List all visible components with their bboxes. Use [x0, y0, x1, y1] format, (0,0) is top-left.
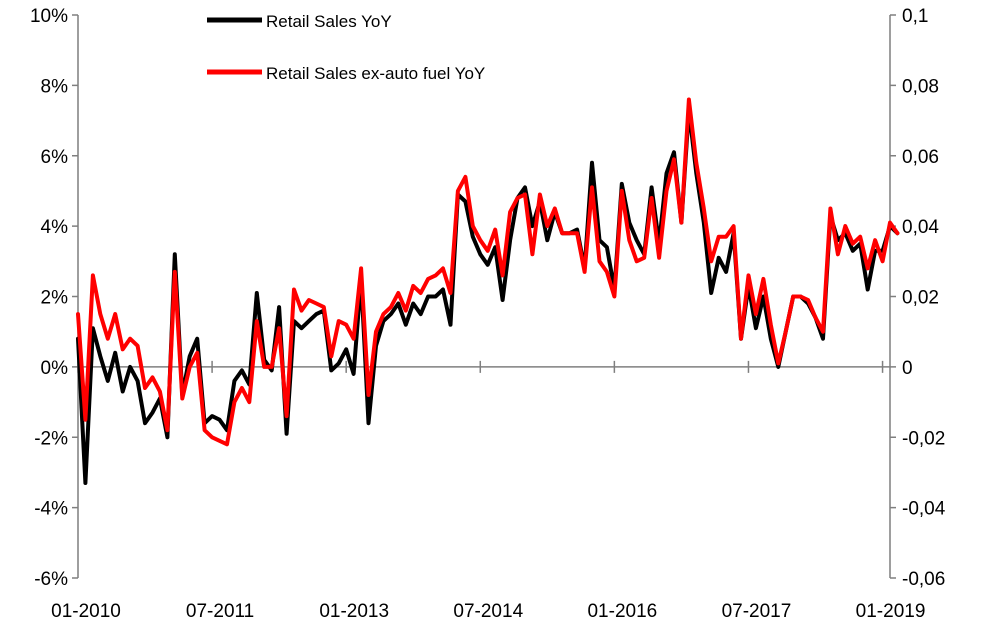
- legend: Retail Sales YoY Retail Sales ex-auto fue…: [207, 12, 485, 83]
- left-y-tick-label: -2%: [34, 428, 68, 449]
- right-y-tick-label: -0,02: [902, 428, 945, 449]
- series-layer: [76, 97, 900, 485]
- legend-label: Retail Sales ex-auto fuel YoY: [266, 64, 485, 83]
- x-tick-label: 01-2013: [319, 601, 389, 622]
- left-y-tick-label: 4%: [41, 217, 69, 238]
- x-tick-label: 07-2017: [722, 601, 792, 622]
- left-y-tick-label: 10%: [30, 6, 68, 27]
- x-tick-label: 07-2011: [186, 601, 254, 622]
- right-y-tick-label: 0,02: [902, 288, 939, 309]
- left-y-ticks: 10% 8% 6% 4% 2% 0% -2% -4% -6%: [30, 6, 78, 590]
- left-y-tick-label: 6%: [41, 147, 69, 168]
- left-y-tick-label: -6%: [34, 569, 68, 590]
- x-tick-label: 01-2010: [51, 601, 121, 622]
- right-y-ticks: 0,1 0,08 0,06 0,04 0,02 0 -0,02 -0,04 -0,06: [890, 6, 946, 590]
- x-ticks: 01-2010 07-2011 01-2013 07-2014 01-2016 07-20…: [51, 360, 926, 622]
- right-y-tick-label: -0,04: [902, 499, 946, 520]
- left-y-tick-label: -4%: [34, 499, 68, 520]
- left-y-tick-label: 8%: [41, 76, 69, 97]
- right-y-tick-label: 0,06: [902, 147, 939, 168]
- left-y-tick-label: 2%: [41, 288, 69, 309]
- right-y-tick-label: 0,04: [902, 217, 939, 238]
- left-y-tick-label: 0%: [41, 358, 69, 379]
- right-y-tick-label: 0: [902, 358, 913, 379]
- series-line-1: [76, 108, 900, 485]
- series-line-2: [76, 97, 900, 447]
- x-tick-label: 01-2019: [856, 601, 926, 622]
- right-y-tick-label: 0,1: [902, 6, 928, 27]
- x-tick-label: 01-2016: [587, 601, 657, 622]
- x-tick-label: 07-2014: [453, 601, 523, 622]
- right-y-tick-label: 0,08: [902, 76, 939, 97]
- right-y-tick-label: -0,06: [902, 569, 945, 590]
- legend-label: Retail Sales YoY: [266, 12, 392, 31]
